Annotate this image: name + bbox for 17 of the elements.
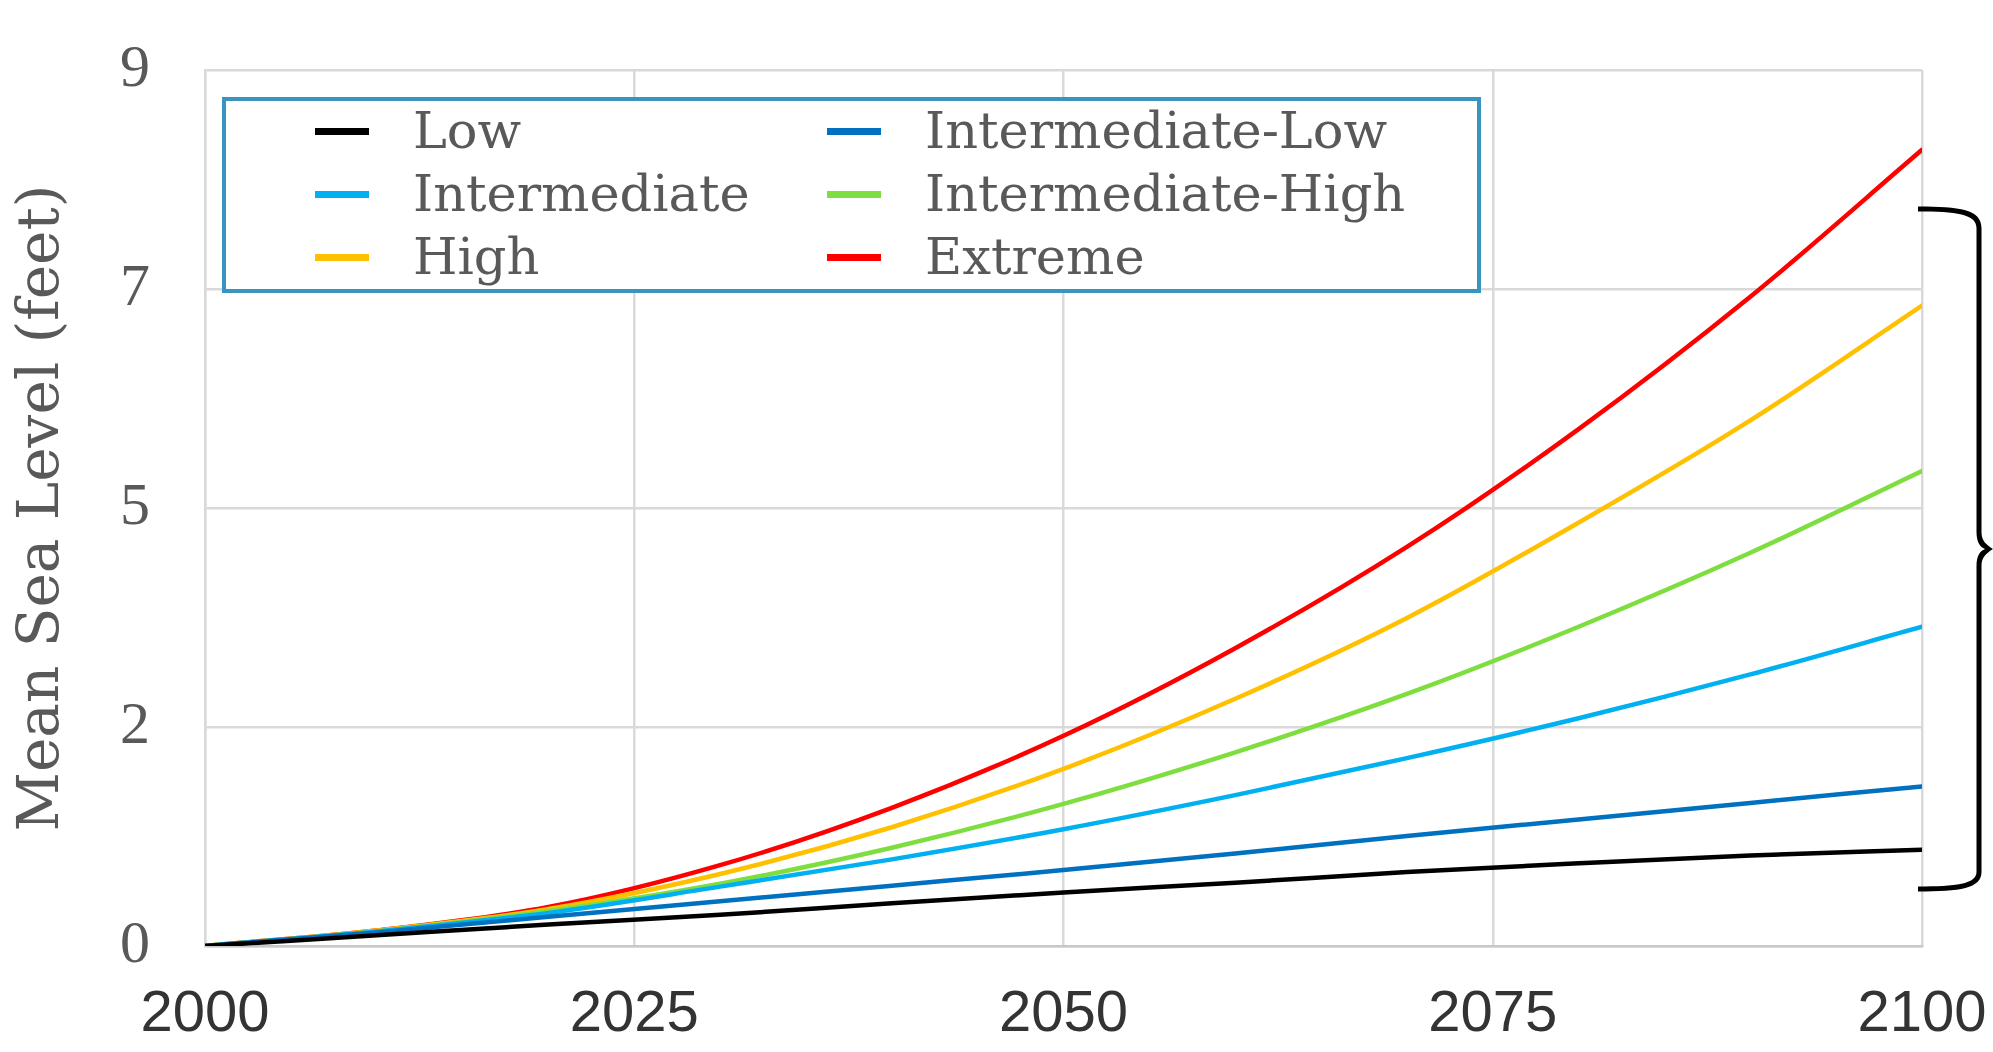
y-tick-label: 2: [120, 689, 150, 756]
y-tick-label: 0: [120, 908, 150, 975]
legend-label: Intermediate: [413, 163, 750, 225]
x-tick-label: 2100: [1857, 977, 1987, 1043]
y-tick-label: 9: [120, 32, 150, 99]
legend-label: Low: [413, 100, 522, 162]
x-tick-label: 2000: [140, 977, 270, 1043]
y-axis-title: Mean Sea Level (feet): [3, 184, 72, 832]
x-tick-label: 2075: [1428, 977, 1558, 1043]
y-tick-label: 7: [120, 251, 150, 318]
x-tick-label: 2050: [998, 977, 1129, 1043]
legend-label: High: [413, 226, 540, 288]
y-tick-label: 5: [120, 470, 150, 537]
x-tick-label: 2025: [569, 977, 699, 1043]
legend-label: Intermediate-Low: [925, 100, 1388, 162]
legend-label: Intermediate-High: [925, 163, 1406, 225]
legend-label: Extreme: [925, 226, 1145, 288]
